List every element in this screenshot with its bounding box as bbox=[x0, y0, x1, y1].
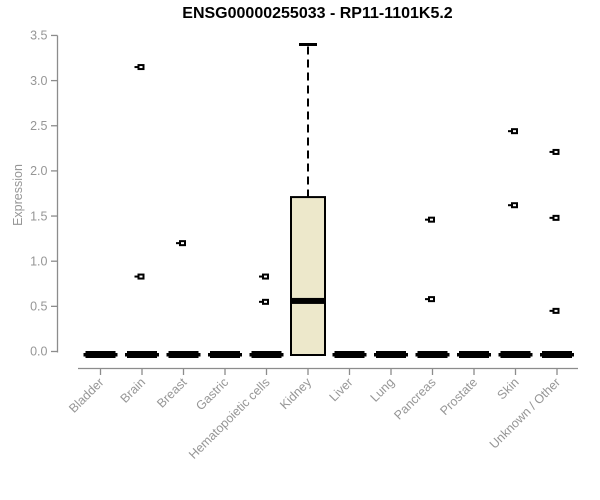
outlier-point-center bbox=[181, 242, 184, 245]
outlier-point-center bbox=[430, 218, 433, 221]
outlier-point-nub bbox=[259, 300, 262, 303]
x-tick-label: Lung bbox=[368, 375, 398, 405]
outlier-point-center bbox=[554, 150, 558, 153]
x-tick-label: Breast bbox=[154, 375, 190, 411]
x-tick-label: Prostate bbox=[437, 375, 480, 418]
x-tick-label: Pancreas bbox=[391, 375, 438, 422]
x-tick-label: Hematopoietic cells bbox=[186, 375, 273, 462]
collapsed-box-median bbox=[459, 351, 489, 358]
outlier-point-center bbox=[139, 66, 143, 69]
collapsed-box-median bbox=[376, 351, 406, 358]
y-tick-label: 2.0 bbox=[30, 164, 47, 178]
outlier-point-nub bbox=[508, 130, 511, 133]
outlier-point-center bbox=[554, 309, 558, 312]
outlier-point-nub bbox=[549, 309, 553, 312]
box bbox=[290, 196, 326, 356]
outlier-point-center bbox=[139, 275, 143, 278]
outlier-point-nub bbox=[134, 66, 138, 69]
x-tick-label: Bladder bbox=[66, 375, 106, 415]
chart-title: ENSG00000255033 - RP11-1101K5.2 bbox=[182, 5, 453, 22]
collapsed-box-median bbox=[251, 351, 282, 358]
outlier-point-center bbox=[554, 216, 558, 219]
outlier-point-nub bbox=[549, 150, 553, 153]
y-tick-label: 1.0 bbox=[30, 254, 47, 268]
x-tick-label: Kidney bbox=[277, 375, 314, 412]
collapsed-box-median bbox=[210, 351, 240, 358]
outlier-point-center bbox=[264, 300, 267, 303]
outlier-point-nub bbox=[508, 204, 511, 207]
median-line bbox=[291, 297, 325, 304]
collapsed-box-median bbox=[85, 351, 116, 358]
y-tick-label: 3.5 bbox=[30, 29, 47, 43]
outlier-point-nub bbox=[425, 298, 428, 301]
x-tick-label: Liver bbox=[327, 375, 356, 404]
x-tick-label: Unknown / Other bbox=[487, 375, 563, 451]
collapsed-box-median bbox=[500, 351, 531, 358]
outlier-point-center bbox=[513, 130, 516, 133]
x-tick-label: Skin bbox=[495, 375, 522, 402]
y-tick-label: 3.0 bbox=[30, 74, 47, 88]
y-tick-label: 0.5 bbox=[30, 300, 47, 314]
x-tick-label: Gastric bbox=[193, 375, 231, 413]
outlier-point-center bbox=[264, 275, 267, 278]
outlier-point-center bbox=[513, 204, 516, 207]
outlier-point-nub bbox=[549, 216, 553, 219]
collapsed-box-median bbox=[417, 351, 448, 358]
outlier-point-nub bbox=[134, 275, 138, 278]
collapsed-box-median bbox=[168, 351, 199, 358]
y-axis-label: Expression bbox=[11, 164, 25, 226]
y-tick-label: 1.5 bbox=[30, 209, 47, 223]
x-tick-label: Brain bbox=[118, 375, 149, 406]
y-tick-label: 2.5 bbox=[30, 119, 47, 133]
collapsed-box-median bbox=[127, 351, 157, 358]
collapsed-box-median bbox=[542, 351, 572, 358]
y-tick-label: 0.0 bbox=[30, 345, 47, 359]
collapsed-box-median bbox=[334, 351, 365, 358]
outlier-point-nub bbox=[259, 275, 262, 278]
outlier-point-center bbox=[430, 298, 433, 301]
outlier-point-nub bbox=[425, 218, 428, 221]
outlier-point-nub bbox=[176, 242, 179, 245]
